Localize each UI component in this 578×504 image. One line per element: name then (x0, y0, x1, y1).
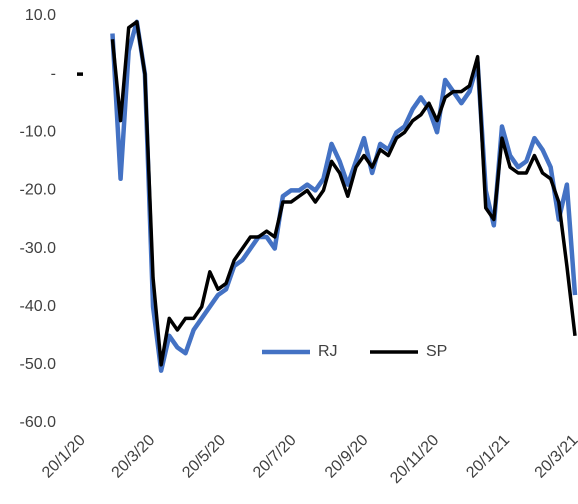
x-tick-label: 20/5/20 (179, 432, 229, 482)
y-tick-label: -20.0 (20, 182, 57, 199)
x-tick-label: 20/1/20 (39, 432, 89, 482)
x-tick-label: 20/1/21 (463, 432, 513, 482)
x-tick-label: 20/11/20 (387, 432, 442, 487)
legend-label: RJ (318, 343, 338, 360)
y-tick-label: - (51, 65, 56, 82)
legend: RJ SP (262, 343, 447, 360)
legend-label: SP (426, 343, 447, 360)
y-tick-label: -60.0 (20, 414, 57, 431)
x-tick-label: 20/3/20 (109, 432, 159, 482)
x-tick-label: 20/3/21 (532, 432, 578, 482)
x-tick-label: 20/7/20 (250, 432, 300, 482)
y-tick-label: 10.0 (25, 7, 56, 24)
y-tick-label: -10.0 (20, 124, 57, 141)
y-tick-label: -40.0 (20, 298, 57, 315)
line-series (77, 20, 577, 367)
y-tick-label: -50.0 (20, 356, 57, 373)
line-series (110, 19, 578, 373)
y-tick-label: -30.0 (20, 240, 57, 257)
x-tick-label: 20/9/20 (322, 432, 372, 482)
